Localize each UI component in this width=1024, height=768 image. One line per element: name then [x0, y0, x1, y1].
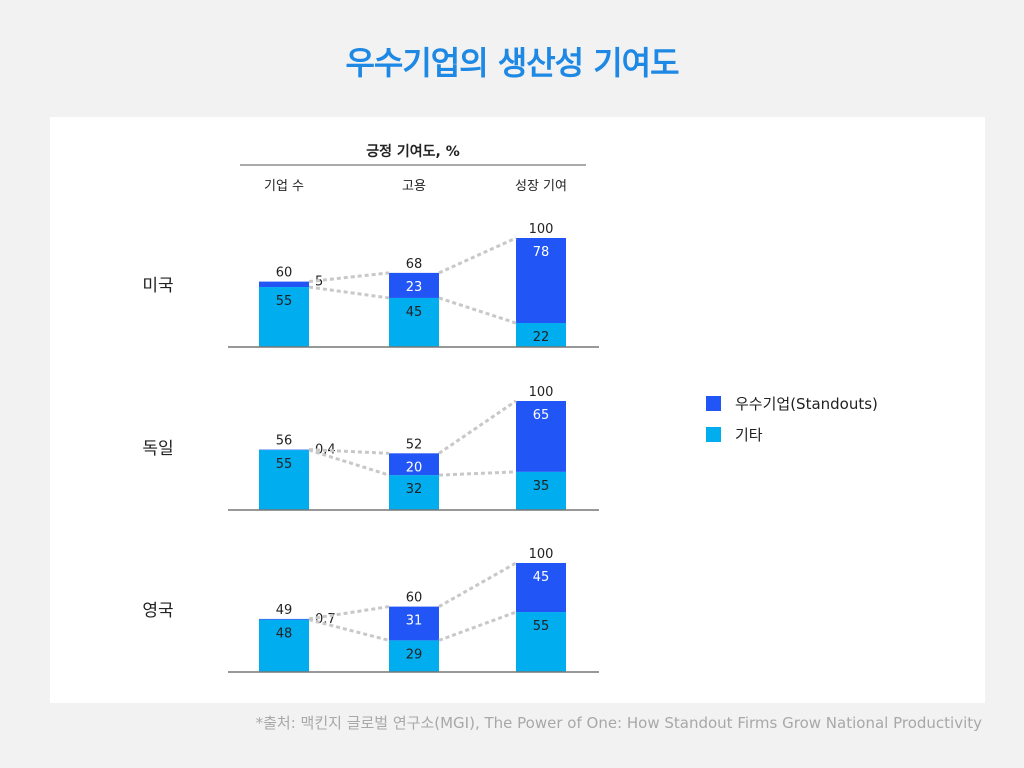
bar-others [259, 619, 309, 672]
standouts-value-label: 31 [406, 614, 423, 629]
category-label: 기업 수 [264, 179, 304, 194]
stacked-bar-chart: 긍정 기여도, %기업 수 고용 성장 기여미국605556845231002278… [142, 143, 599, 673]
total-label: 68 [406, 257, 423, 272]
legend-label-standouts: 우수기업(Standouts) [735, 394, 878, 413]
legend-item-others: 기타 [706, 424, 878, 444]
bar-others [516, 612, 566, 672]
legend-label-others: 기타 [735, 425, 763, 444]
others-value-label: 35 [533, 479, 550, 494]
connector-split [438, 296, 517, 325]
category-label: 성장 기여 [515, 179, 567, 194]
source-note: *출처: 맥킨지 글로벌 연구소(MGI), The Power of One:… [255, 714, 982, 732]
bar-standouts [259, 281, 309, 288]
standouts-value-label: 65 [533, 408, 550, 423]
bar-standouts [259, 618, 309, 620]
standouts-value-label: 45 [533, 570, 550, 585]
bar-others [259, 450, 309, 510]
total-label: 60 [276, 266, 293, 281]
bar-others [389, 475, 439, 510]
connector-split [438, 610, 517, 642]
standouts-value-label: 5 [315, 275, 323, 290]
others-value-label: 48 [276, 627, 293, 642]
row-label: 독일 [142, 439, 173, 459]
others-value-label: 45 [406, 305, 423, 320]
legend-item-standouts: 우수기업(Standouts) [706, 393, 878, 413]
total-label: 52 [406, 437, 423, 452]
bar-others [389, 640, 439, 672]
bar-standouts [389, 453, 439, 476]
total-label: 100 [529, 385, 554, 400]
total-label: 100 [529, 547, 554, 562]
others-value-label: 55 [276, 457, 293, 472]
category-label: 고용 [402, 179, 426, 194]
connector-top [308, 448, 390, 455]
others-value-label: 32 [406, 482, 423, 497]
legend-swatch-standouts [706, 395, 721, 411]
bar-standouts [389, 272, 439, 298]
total-label: 49 [276, 603, 293, 618]
bar-standouts [389, 606, 439, 641]
others-value-label: 22 [533, 330, 550, 345]
total-label: 60 [406, 591, 423, 606]
bar-others [516, 471, 566, 510]
bar-standouts [516, 563, 566, 613]
connector-top [438, 399, 517, 455]
standouts-value-label: 23 [406, 280, 423, 295]
bar-standouts [516, 401, 566, 472]
bar-others [389, 297, 439, 347]
total-label: 56 [276, 434, 293, 449]
standouts-value-label: 20 [406, 460, 423, 475]
connector-top [438, 236, 517, 275]
others-value-label: 55 [276, 294, 293, 309]
row-label: 미국 [142, 276, 173, 296]
connector-top [438, 561, 517, 608]
header-label: 긍정 기여도, % [366, 143, 460, 160]
legend-swatch-others [706, 426, 721, 442]
connector-split [438, 470, 517, 477]
others-value-label: 29 [406, 647, 423, 662]
bar-others [259, 287, 309, 347]
others-value-label: 55 [533, 619, 550, 634]
row-label: 영국 [142, 601, 173, 621]
legend: 우수기업(Standouts) 기타 [706, 393, 878, 455]
bar-standouts [516, 238, 566, 324]
page-title: 우수기업의 생산성 기여도 [345, 44, 679, 82]
bar-others [516, 323, 566, 347]
standouts-value-label: 78 [533, 245, 550, 260]
total-label: 100 [529, 222, 554, 237]
